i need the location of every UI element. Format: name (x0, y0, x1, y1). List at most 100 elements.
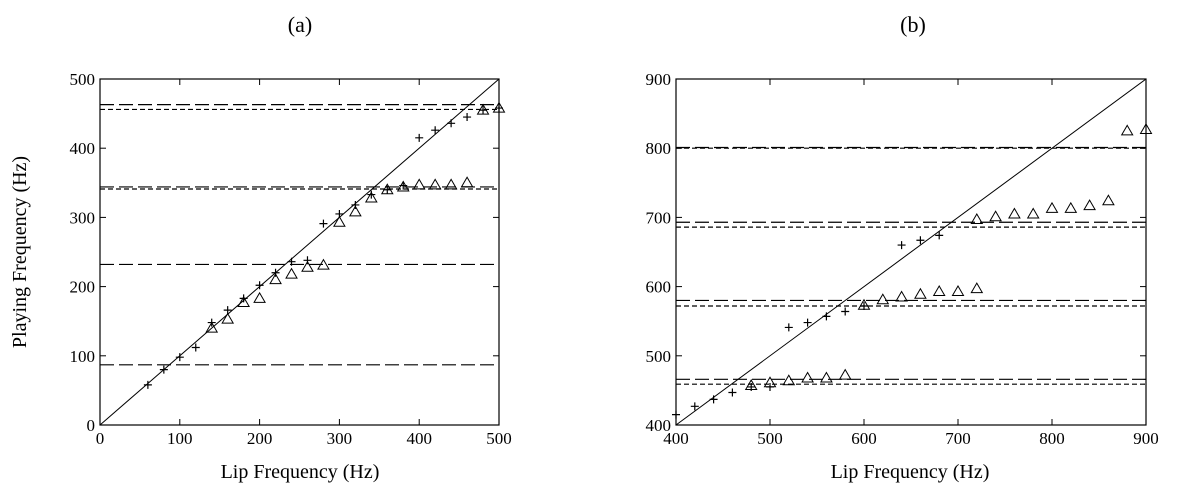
panel-b-plus-point (803, 318, 812, 327)
panel-a-y-tick-label: 500 (70, 70, 96, 89)
panel-b-triangle-point (1102, 194, 1115, 206)
panel-a-plus-point (431, 126, 440, 135)
panel-a-plus-point (287, 257, 296, 266)
panel-a-triangle-point (460, 176, 474, 188)
panel-b-plus-point (784, 323, 793, 332)
panel-a-x-tick-label: 200 (247, 429, 273, 448)
panel-b-triangle-point (1083, 199, 1096, 211)
panel-b-triangle-point (820, 371, 833, 383)
panel-b-triangle-point (989, 210, 1002, 222)
panel-a-plus-point (415, 133, 424, 142)
panel-b-triangle-point (951, 284, 965, 296)
panel-a-x-axis-label: Lip Frequency (Hz) (221, 461, 380, 483)
panel-a-triangle-point (285, 267, 298, 279)
panel-a-y-tick-label: 300 (70, 208, 96, 227)
panel-b-x-axis-label: Lip Frequency (Hz) (831, 461, 990, 483)
panel-b-plus-point (822, 312, 831, 321)
panel-b-x-tick-label: 900 (1133, 429, 1159, 448)
panel-a: (a) Playing Frequency (Hz) Lip Frequency… (9, 12, 512, 483)
panel-b-triangle-point (932, 284, 946, 296)
panel-a-x-tick-label: 100 (167, 429, 193, 448)
panel-a-x-tick-label: 0 (96, 429, 105, 448)
panel-a-triangle-point (205, 321, 219, 333)
panel-a-triangle-point (333, 215, 346, 227)
panel-a-plus-point (303, 256, 312, 265)
panel-a-y-axis-label: Playing Frequency (Hz) (9, 156, 31, 348)
panel-a-y-tick-label: 200 (70, 278, 96, 297)
panel-b-triangle-point (782, 374, 796, 386)
panel-a-plus-point (463, 113, 472, 122)
panel-b-triangle-point (744, 379, 758, 391)
panel-b-triangle-point (895, 290, 908, 302)
panel-a-triangle-point (237, 296, 251, 308)
panel-a-triangle-point (396, 180, 410, 192)
panel-a-plus-point (143, 380, 152, 389)
panel-b-x-tick-label: 800 (1039, 429, 1065, 448)
panel-b-triangle-point (801, 371, 814, 383)
panel-a-plus-point (319, 219, 328, 228)
panel-a-triangle-point (348, 205, 362, 217)
panel-a-triangle-point (253, 291, 266, 303)
panel-a-plus-point (351, 200, 360, 209)
panel-a-triangle-point (428, 178, 442, 190)
panel-a-triangle-point (269, 273, 282, 285)
panel-b-triangle-point (1008, 207, 1021, 219)
panel-b-plus-point (690, 402, 699, 411)
panel-b-y-tick-label: 900 (646, 70, 672, 89)
panel-b-y-tick-label: 800 (646, 139, 672, 158)
panel-a-triangle-point (301, 260, 314, 272)
panel-b-triangle-point (1026, 207, 1040, 219)
panel-a-triangle-point (444, 178, 458, 190)
panel-b-triangle-point (970, 282, 984, 294)
panel-a-triangle-point (380, 183, 394, 195)
panel-b-plot-area: 400 500 600 700 800 900 400 500 600 700 800 900 (646, 70, 1159, 448)
panel-a-title: (a) (288, 12, 312, 37)
panel-b-x-tick-label: 600 (851, 429, 877, 448)
panel-b-plus-point (860, 301, 868, 310)
panel-b-triangle-point (876, 293, 890, 305)
panel-b-triangle-point (1139, 123, 1153, 135)
panel-a-triangle-point (317, 258, 330, 270)
panel-a-plus-point (239, 294, 248, 303)
panel-a-triangle-point (221, 312, 235, 324)
panel-b-x-tick-label: 700 (945, 429, 971, 448)
panel-b-triangle-point (1064, 201, 1078, 213)
panel-b-plus-point (935, 231, 944, 240)
panel-a-triangle-point (364, 191, 378, 203)
panel-b-x-tick-label: 500 (757, 429, 783, 448)
panel-b-plus-point (672, 410, 680, 419)
panel-a-plot-area: 0 100 200 300 400 500 0 100 200 300 400 500 (70, 70, 512, 448)
panel-b-triangle-point (763, 376, 777, 388)
panel-a-reference-line (99, 78, 500, 426)
panel-a-triangle-point (492, 101, 506, 113)
panel-b-triangle-point (914, 287, 927, 299)
panel-b-reference-line (675, 78, 1147, 426)
panel-b-triangle-point (1120, 124, 1134, 136)
panel-a-plus-point (159, 365, 168, 374)
panel-b-plus-point (728, 388, 737, 397)
panel-b-title: (b) (900, 12, 926, 37)
panel-b-axes-frame (675, 78, 1147, 426)
panel-a-y-tick-label: 400 (70, 139, 96, 158)
panel-b-x-tick-label: 400 (663, 429, 689, 448)
panel-b-triangle-point (838, 368, 852, 380)
panel-b-triangle-point (857, 298, 871, 310)
panel-b-y-tick-label: 400 (646, 416, 672, 435)
panel-b-plus-point (916, 236, 925, 245)
panel-a-triangle-point (476, 103, 490, 115)
panel-a-triangle-point (412, 178, 426, 190)
panel-a-axes-frame (99, 78, 500, 426)
panel-b-plus-point (897, 241, 906, 250)
panel-b-y-tick-label: 500 (646, 347, 672, 366)
panel-b-y-tick-label: 600 (646, 278, 672, 297)
panel-b-plus-point (841, 307, 850, 316)
panel-a-x-tick-label: 500 (486, 429, 512, 448)
panel-a-plus-point (271, 268, 280, 277)
panel-a-plus-point (447, 119, 456, 128)
panel-b-y-tick-label: 700 (646, 208, 672, 227)
panel-a-x-tick-label: 300 (327, 429, 353, 448)
panel-a-plus-point (255, 281, 264, 290)
panel-b-triangle-point (970, 212, 984, 224)
panel-a-y-tick-label: 0 (87, 416, 96, 435)
